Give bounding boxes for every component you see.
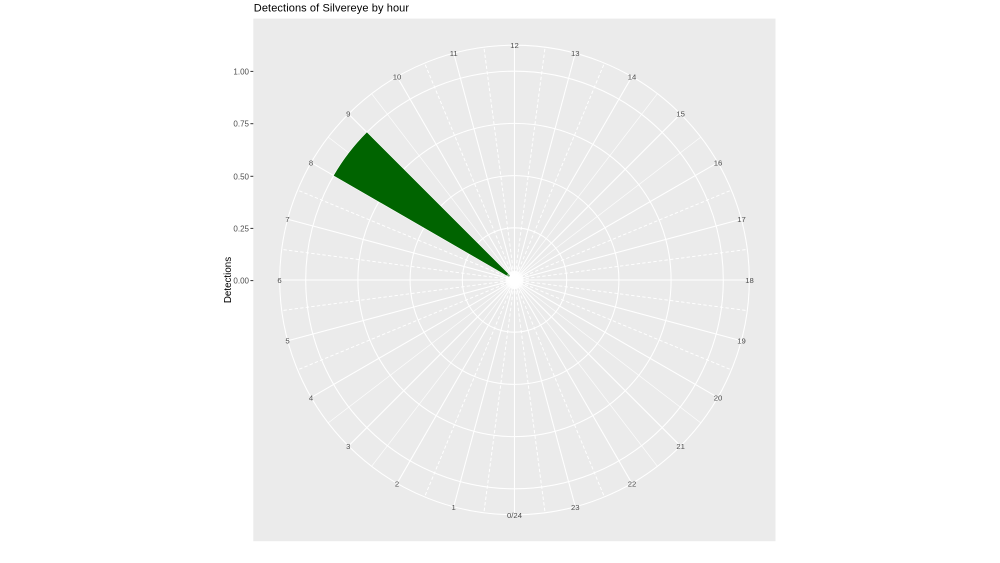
svg-text:19: 19: [737, 337, 746, 346]
svg-text:1: 1: [452, 503, 456, 512]
svg-text:16: 16: [714, 158, 723, 167]
svg-text:1.00: 1.00: [233, 67, 249, 76]
svg-text:23: 23: [571, 503, 580, 512]
svg-text:8: 8: [309, 158, 313, 167]
svg-text:10: 10: [393, 72, 402, 81]
svg-text:0.75: 0.75: [233, 120, 249, 129]
svg-text:0.00: 0.00: [233, 277, 249, 286]
svg-text:9: 9: [346, 110, 350, 119]
svg-text:Detections: Detections: [223, 257, 234, 303]
svg-text:17: 17: [737, 215, 746, 224]
svg-text:0/24: 0/24: [507, 511, 523, 520]
svg-text:0.50: 0.50: [233, 172, 249, 181]
svg-text:14: 14: [628, 72, 637, 81]
svg-text:6: 6: [277, 276, 281, 285]
svg-text:7: 7: [285, 215, 289, 224]
svg-text:20: 20: [714, 393, 723, 402]
svg-text:2: 2: [395, 479, 399, 488]
svg-text:15: 15: [676, 110, 685, 119]
svg-text:13: 13: [571, 49, 580, 58]
svg-text:18: 18: [745, 276, 754, 285]
svg-text:11: 11: [450, 49, 458, 58]
svg-text:0.25: 0.25: [233, 224, 249, 233]
svg-text:Detections of Silvereye by hou: Detections of Silvereye by hour: [254, 2, 410, 14]
svg-text:5: 5: [285, 337, 289, 346]
svg-text:22: 22: [628, 479, 637, 488]
svg-text:3: 3: [346, 442, 350, 451]
svg-text:21: 21: [676, 442, 685, 451]
svg-text:4: 4: [309, 393, 314, 402]
svg-text:12: 12: [510, 41, 519, 50]
